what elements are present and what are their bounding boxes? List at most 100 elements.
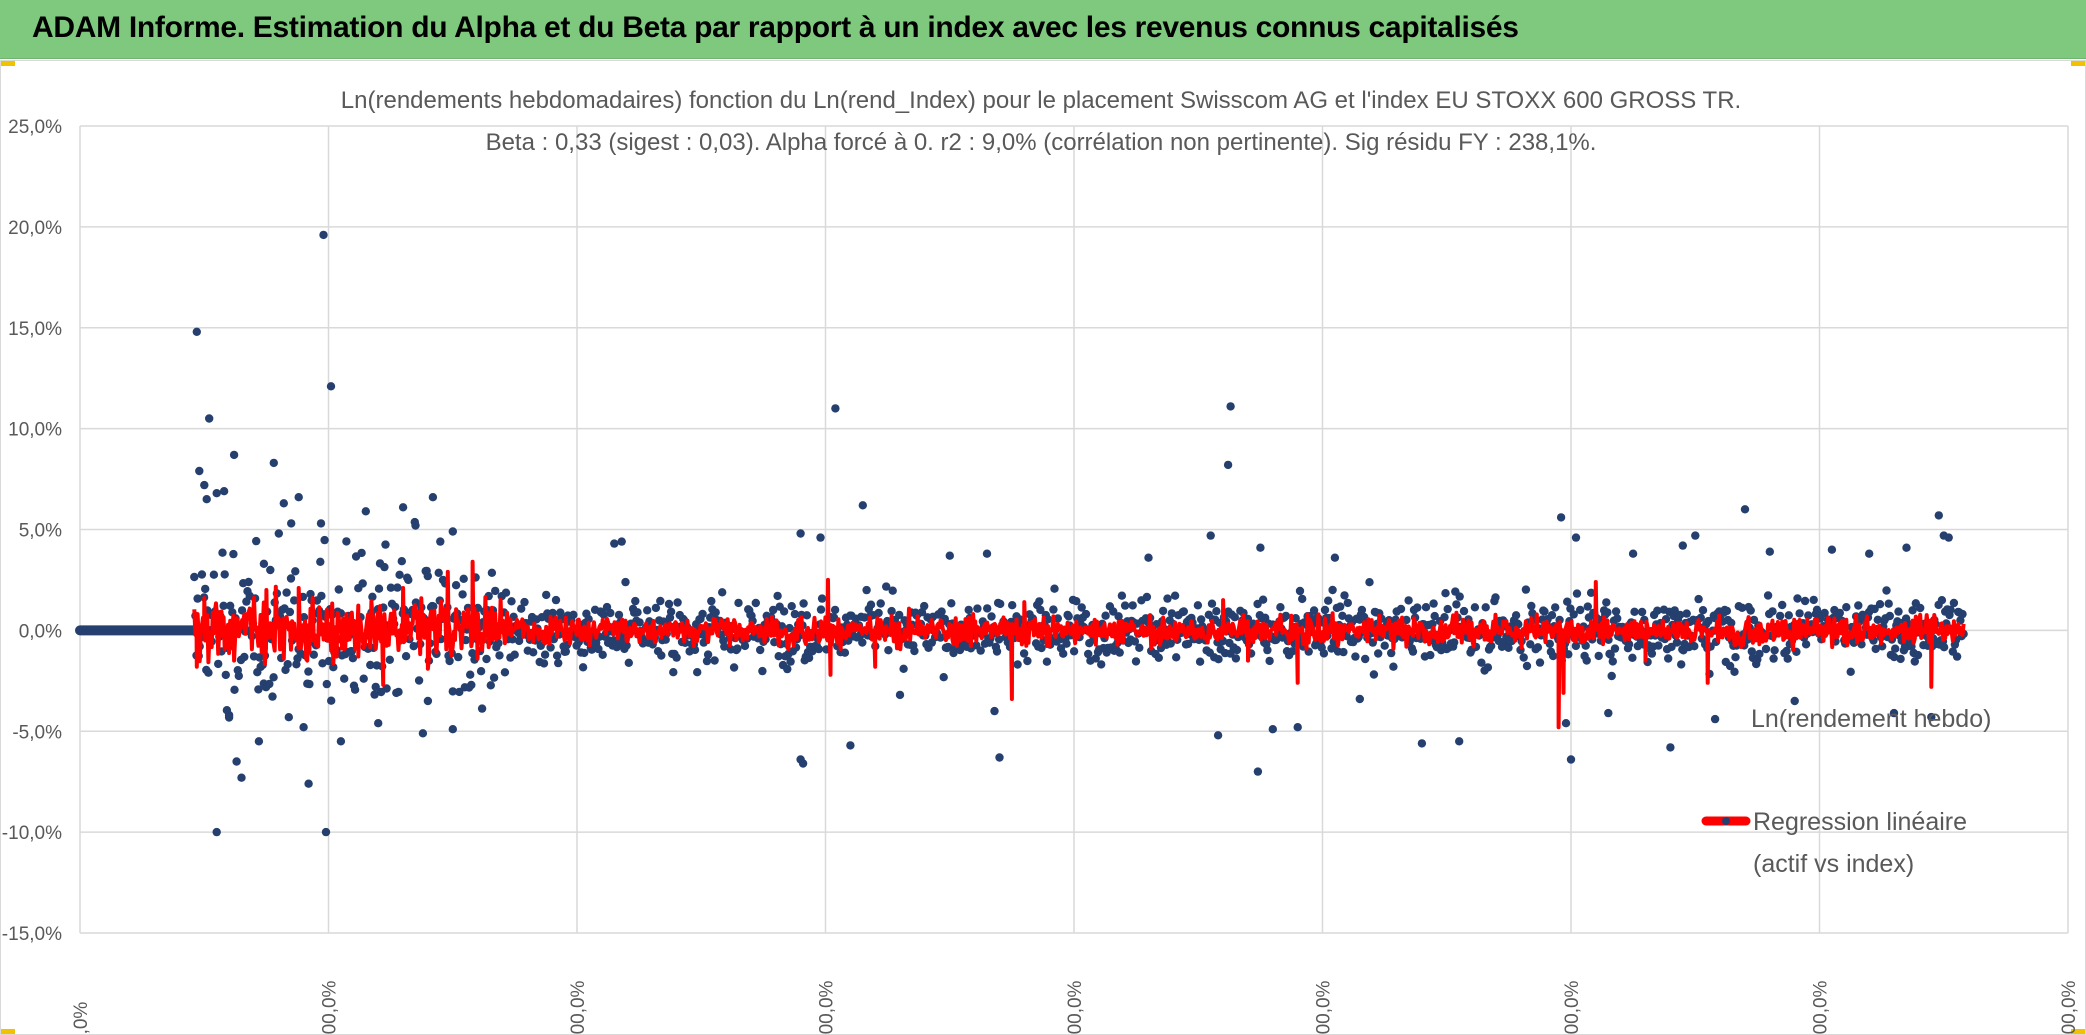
scatter-point: [1091, 654, 1101, 663]
scatter-point: [1664, 654, 1673, 663]
scatter-point: [259, 559, 269, 568]
scatter-point: [673, 598, 682, 607]
scatter-point: [846, 741, 855, 750]
scatter-point: [1084, 649, 1093, 659]
scatter-point: [1361, 654, 1370, 664]
scatter-point: [1896, 654, 1905, 664]
scatter-point: [218, 548, 227, 557]
scatter-point: [448, 527, 457, 536]
scatter-point: [1884, 599, 1893, 608]
scatter-point: [1939, 643, 1949, 652]
scatter-point: [1582, 656, 1591, 665]
legend-label-regression-line-2: (actif vs index): [1753, 850, 1914, 878]
scatter-point: [840, 648, 850, 657]
scatter-point: [1357, 605, 1367, 615]
scatter-point: [1535, 658, 1545, 667]
scatter-point: [1747, 647, 1757, 656]
scatter-point: [290, 596, 299, 605]
selection-handle-top-right[interactable]: [2071, 61, 2085, 66]
scatter-point: [197, 570, 207, 579]
scatter-point: [711, 608, 720, 617]
scatter-point: [193, 594, 202, 603]
scatter-point: [1179, 607, 1189, 616]
scatter-point: [617, 537, 626, 546]
x-tick-label: 000,0%: [2059, 980, 2080, 1034]
scatter-point: [1158, 606, 1168, 616]
scatter-point: [520, 597, 529, 607]
scatter-point: [342, 537, 351, 546]
scatter-point: [205, 414, 214, 423]
scatter-point: [804, 653, 814, 663]
scatter-point: [434, 568, 443, 577]
scatter-point: [1569, 610, 1578, 619]
scatter-point: [491, 586, 500, 596]
scatter-point: [554, 658, 563, 668]
report-title: ADAM Informe. Estimation du Alpha et du …: [32, 11, 1519, 44]
scatter-point: [1913, 650, 1923, 660]
scatter-point: [1115, 648, 1124, 657]
scatter-point: [1768, 607, 1777, 616]
scatter-point: [664, 599, 674, 609]
scatter-point: [599, 610, 608, 619]
scatter-point: [459, 574, 468, 583]
scatter-point: [229, 450, 239, 460]
scatter-point: [1042, 657, 1052, 666]
scatter-point: [1782, 646, 1791, 656]
scatter-point: [1746, 606, 1755, 615]
scatter-point: [1608, 657, 1618, 666]
scatter-point: [1142, 592, 1152, 602]
scatter-point: [195, 466, 204, 476]
x-tick-label: 000,0%: [1562, 980, 1583, 1034]
scatter-point: [495, 651, 504, 660]
scatter-point: [436, 537, 445, 546]
scatter-point: [1790, 696, 1799, 706]
scatter-point: [621, 577, 630, 587]
scatter-point: [1013, 660, 1022, 669]
scatter-point: [1343, 598, 1353, 608]
scatter-point: [1443, 604, 1452, 614]
scatter-point: [317, 591, 326, 601]
scatter-point: [482, 654, 491, 664]
scatter-point: [1281, 611, 1291, 621]
scatter-point: [587, 645, 596, 654]
scatter-point: [374, 584, 384, 593]
scatter-point: [1540, 607, 1549, 616]
scatter-point: [316, 557, 325, 566]
scatter-point: [945, 551, 954, 560]
selection-handle-bottom-right[interactable]: [2071, 1029, 2085, 1034]
scatter-point: [1214, 655, 1223, 664]
scatter-point: [487, 568, 497, 577]
scatter-point: [1793, 594, 1802, 603]
scatter-point: [1934, 511, 1944, 520]
scatter-point: [409, 642, 418, 651]
scatter-point: [468, 649, 477, 658]
scatter-point: [1765, 547, 1775, 556]
scatter-point: [357, 548, 366, 558]
scatter-point: [698, 609, 707, 619]
scatter-point: [1526, 640, 1535, 649]
scatter-point: [1672, 638, 1682, 647]
scatter-point: [1678, 541, 1688, 550]
scatter-point: [1710, 714, 1720, 724]
scatter-point: [304, 779, 313, 788]
scatter-point: [299, 723, 308, 732]
selection-handle-top-left[interactable]: [1, 61, 15, 66]
scatter-point: [1408, 647, 1418, 656]
scatter-point: [1167, 609, 1177, 618]
scatter-point: [987, 612, 996, 621]
scatter-point: [299, 613, 309, 622]
scatter-point: [282, 588, 291, 597]
selection-handle-bottom-left[interactable]: [1, 1029, 15, 1034]
scatter-point: [1340, 591, 1349, 600]
scatter-point: [1226, 402, 1235, 411]
scatter-point: [201, 584, 210, 594]
scatter-point: [361, 507, 370, 516]
scatter-point: [1682, 609, 1691, 618]
scatter-point: [219, 601, 228, 610]
scatter-point: [212, 489, 221, 498]
x-tick-label: 000,0%: [1314, 980, 1335, 1034]
scatter-point: [1952, 652, 1962, 661]
scatter-point: [1387, 648, 1396, 658]
scatter-point: [209, 570, 219, 579]
scatter-point: [635, 618, 644, 627]
